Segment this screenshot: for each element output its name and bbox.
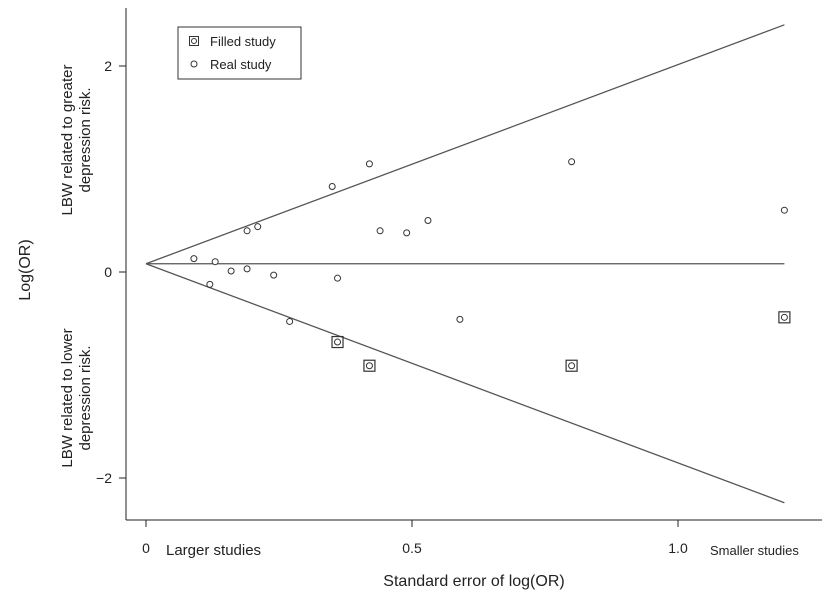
real-study-point — [227, 267, 235, 275]
filled-study-point-circle — [780, 313, 788, 321]
y-annotation-lower-line2: depression risk. — [77, 345, 94, 450]
y-axis-title: Log(OR) — [17, 239, 34, 300]
real-study-point — [190, 255, 198, 263]
x-annotation-larger-studies: Larger studies — [166, 542, 261, 559]
real-study-point — [456, 315, 464, 323]
x-axis-title: Standard error of log(OR) — [383, 573, 564, 590]
real-study-point — [424, 217, 432, 224]
data-points — [190, 158, 791, 372]
real-study-point — [243, 227, 251, 235]
x-tick-label: 1.0 — [668, 540, 688, 556]
axes — [125, 8, 822, 521]
x-annotation-smaller-studies: Smaller studies — [710, 543, 799, 558]
y-ticks: 2 0 −2 — [96, 58, 126, 486]
real-study-point — [328, 183, 336, 191]
funnel-lower-line — [145, 263, 785, 504]
filled-study-point-square — [565, 359, 578, 372]
filled-study-point-square — [331, 335, 344, 349]
x-tick-label: 0 — [142, 540, 150, 556]
filled-study-point-circle — [365, 362, 373, 370]
x-ticks: 0 0.5 1.0 — [142, 520, 688, 556]
real-study-point — [365, 160, 373, 168]
filled-study-point-square — [363, 359, 376, 372]
legend-filled-label: Filled study — [210, 34, 276, 49]
filled-study-point-circle — [568, 362, 576, 370]
funnel-lines — [145, 24, 785, 504]
y-tick-label: 2 — [104, 58, 112, 74]
legend-real-marker — [190, 60, 198, 68]
real-study-point — [243, 265, 251, 273]
real-study-point — [403, 229, 411, 237]
legend-filled-marker-square — [189, 36, 199, 46]
x-tick-label: 0.5 — [402, 540, 422, 556]
real-study-point — [286, 317, 294, 325]
y-annotation-lower-line1: LBW related to lower — [59, 328, 76, 467]
real-study-point — [568, 158, 576, 166]
real-study-point — [211, 258, 219, 266]
funnel-upper-line — [145, 24, 785, 265]
real-study-point — [254, 223, 262, 231]
legend-box — [177, 26, 302, 80]
real-study-point — [334, 274, 342, 282]
real-study-point — [780, 206, 788, 214]
y-annotation-upper-line2: depression risk. — [77, 87, 94, 192]
real-study-point — [376, 227, 384, 235]
legend: Filled study Real study — [177, 26, 302, 80]
legend-real-label: Real study — [210, 57, 272, 72]
y-annotation-upper-line1: LBW related to greater — [59, 65, 76, 216]
real-study-point — [270, 271, 278, 279]
filled-study-point-circle — [334, 338, 342, 346]
real-study-point — [206, 280, 214, 288]
y-tick-label: 0 — [104, 264, 112, 280]
y-tick-label: −2 — [96, 470, 112, 486]
filled-study-point-square — [778, 311, 791, 324]
legend-filled-marker-circle — [191, 38, 197, 44]
